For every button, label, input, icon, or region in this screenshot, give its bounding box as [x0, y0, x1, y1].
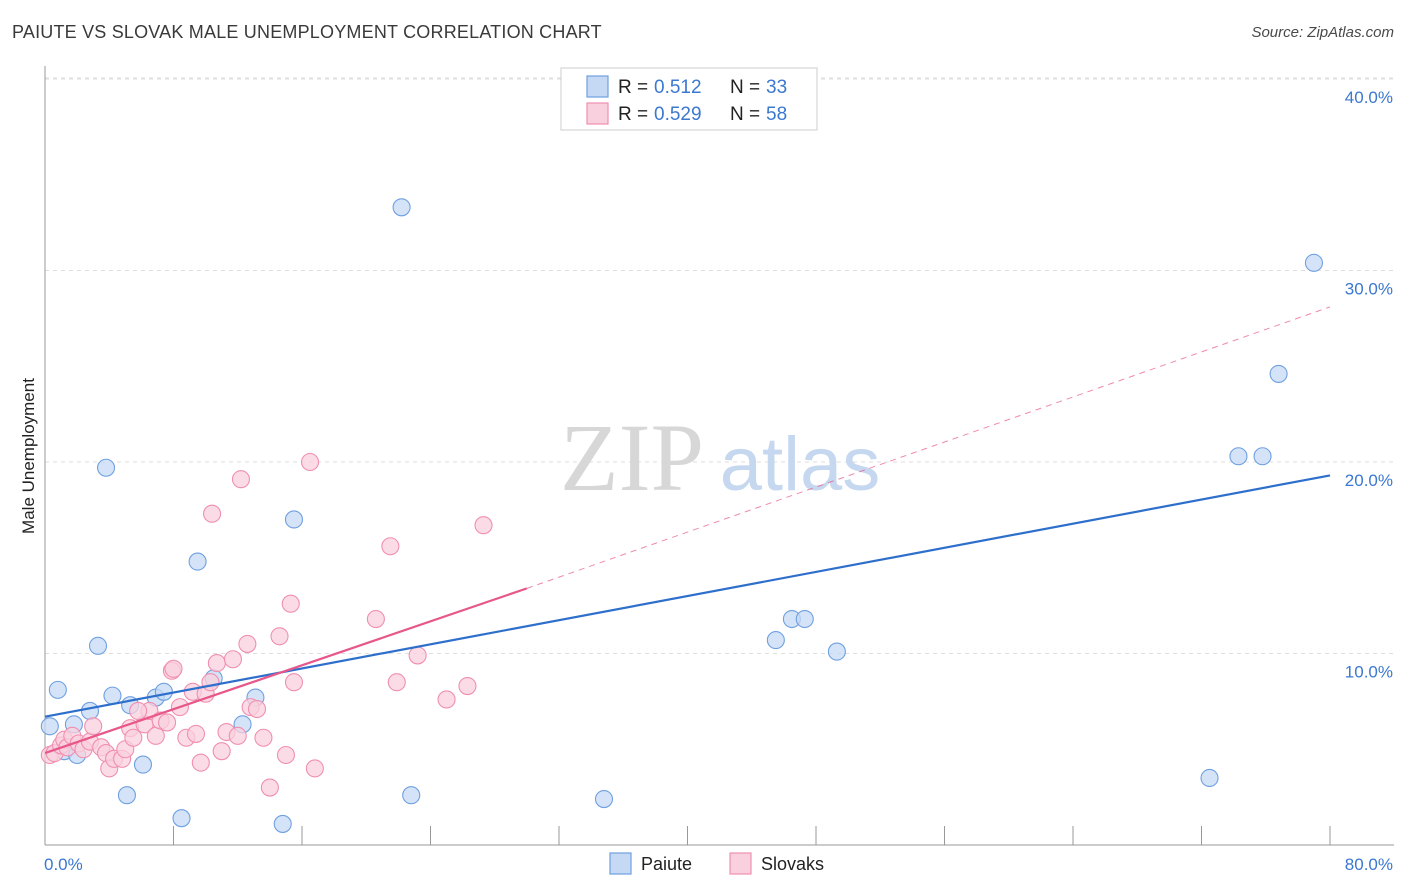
slovaks-point-35 — [223, 650, 242, 669]
slovaks-point-33 — [212, 742, 231, 761]
slovaks-trend-line — [44, 587, 528, 755]
legend-r-label-slovaks: R = — [618, 104, 648, 125]
legend-n-value-slovaks: 58 — [766, 104, 787, 125]
slovaks-point-54 — [474, 516, 493, 535]
paiute-point-8 — [103, 686, 122, 705]
paiute-point-23 — [594, 789, 614, 809]
legend-n-label-slovaks: N = — [730, 104, 760, 125]
bottom-legend-label-slovaks: Slovaks — [761, 854, 824, 874]
paiute-point-26 — [795, 609, 814, 629]
paiute-point-27 — [827, 642, 846, 661]
paiute-point-19 — [273, 814, 292, 833]
bottom-legend-swatch-slovaks — [729, 852, 752, 875]
slovaks-point-44 — [281, 594, 300, 613]
trend-lines — [44, 306, 1331, 755]
paiute-point-5 — [80, 701, 100, 721]
slovaks-point-41 — [260, 778, 279, 797]
x-tick-labels: 0.0% 80.0% — [44, 855, 1393, 874]
paiute-point-22 — [402, 786, 421, 805]
paiute-point-24 — [766, 631, 785, 650]
axes — [44, 66, 1394, 846]
y-tick-label-0: 10.0% — [1345, 663, 1393, 682]
slovaks-point-42 — [270, 627, 289, 646]
legend: R = 0.512 N = 33 R = 0.529 N = 58 — [560, 67, 818, 131]
slovaks-point-20 — [146, 726, 165, 745]
paiute-point-6 — [88, 636, 108, 655]
slovaks-point-32 — [207, 654, 226, 673]
x-tick-label-max: 80.0% — [1345, 855, 1393, 874]
slovaks-point-53 — [458, 677, 477, 696]
slovaks-point-9 — [84, 717, 103, 736]
paiute-point-13 — [154, 682, 173, 701]
legend-n-value-paiute: 33 — [766, 77, 787, 98]
paiute-point-32 — [1304, 253, 1323, 272]
source-credit: Source: ZipAtlas.com — [1251, 24, 1394, 41]
paiute-point-7 — [96, 458, 116, 477]
legend-r-value-paiute: 0.512 — [654, 77, 702, 98]
slovaks-point-47 — [305, 759, 324, 778]
legend-swatch-slovaks — [586, 102, 609, 125]
paiute-point-30 — [1253, 447, 1272, 466]
slovaks-point-45 — [284, 673, 304, 692]
slovaks-point-51 — [408, 646, 427, 665]
paiute-point-15 — [188, 552, 207, 571]
legend-swatch-paiute — [586, 75, 609, 98]
slovaks-trend-extension — [526, 306, 1331, 589]
slovaks-point-46 — [300, 452, 320, 472]
paiute-point-14 — [172, 809, 191, 828]
paiute-point-1 — [48, 680, 67, 699]
paiute-point-21 — [392, 198, 411, 217]
paiute-point-9 — [117, 786, 136, 805]
slovaks-point-52 — [437, 690, 456, 709]
slovaks-point-39 — [247, 699, 267, 719]
paiute-trend-line — [44, 474, 1331, 718]
slovaks-point-36 — [228, 726, 247, 745]
slovaks-point-48 — [366, 609, 385, 629]
paiute-point-28 — [1200, 768, 1219, 788]
paiute-point-29 — [1229, 447, 1248, 466]
slovaks-point-24 — [164, 659, 183, 678]
legend-r-value-slovaks: 0.529 — [654, 104, 702, 125]
x-tick-label-min: 0.0% — [44, 855, 83, 874]
y-tick-label-2: 30.0% — [1345, 280, 1393, 299]
slovaks-point-50 — [387, 673, 406, 692]
paiute-point-11 — [133, 755, 153, 774]
legend-n-label-paiute: N = — [730, 77, 760, 98]
bottom-legend-label-paiute: Paiute — [641, 854, 692, 874]
watermark-atlas: atlas — [720, 422, 881, 507]
data-points — [40, 198, 1323, 833]
slovaks-point-28 — [186, 724, 206, 743]
slovaks-point-56 — [203, 504, 222, 523]
slovaks-point-37 — [238, 634, 257, 653]
watermark-zip: ZIP — [560, 404, 704, 511]
bottom-legend: Paiute Slovaks — [609, 852, 824, 875]
paiute-point-31 — [1269, 364, 1288, 383]
slovaks-point-57 — [129, 701, 148, 721]
gridlines — [45, 77, 1394, 654]
slovaks-point-40 — [254, 728, 273, 747]
slovaks-point-29 — [191, 753, 210, 772]
slovaks-point-43 — [276, 745, 295, 765]
watermark: ZIP atlas — [560, 404, 880, 511]
y-tick-label-3: 40.0% — [1345, 88, 1393, 107]
paiute-point-20 — [284, 510, 304, 529]
y-tick-labels: 10.0% 20.0% 30.0% 40.0% — [1345, 88, 1393, 682]
slovaks-point-55 — [231, 470, 251, 489]
slovaks-point-31 — [201, 673, 220, 692]
legend-r-label-paiute: R = — [618, 77, 648, 98]
paiute-point-0 — [40, 717, 59, 736]
bottom-legend-swatch-paiute — [609, 852, 632, 875]
y-tick-label-1: 20.0% — [1345, 471, 1393, 490]
chart-title: PAIUTE VS SLOVAK MALE UNEMPLOYMENT CORRE… — [12, 22, 602, 42]
slovaks-point-22 — [158, 713, 177, 732]
slovaks-point-17 — [124, 728, 143, 747]
slovaks-point-49 — [381, 537, 400, 556]
y-axis-label: Male Unemployment — [19, 378, 38, 534]
